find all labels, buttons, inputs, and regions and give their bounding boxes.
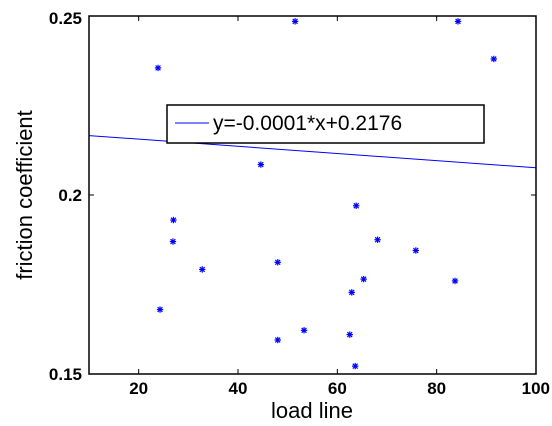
data-point <box>412 247 420 254</box>
x-axis-title: load line <box>271 398 353 423</box>
y-tick-label: 0.2 <box>58 186 82 205</box>
data-point <box>154 64 162 72</box>
data-point <box>300 327 308 334</box>
plot-area <box>89 16 536 374</box>
y-tick-label: 0.25 <box>49 9 82 28</box>
data-point <box>454 18 462 25</box>
data-point <box>374 236 381 243</box>
data-point <box>353 202 360 209</box>
scatter-points-layer <box>154 18 497 370</box>
axis-ticks-layer: 20 40 60 80 100 0.15 0.2 0.25 <box>49 9 550 398</box>
data-point <box>156 306 164 313</box>
legend-box <box>166 104 485 144</box>
data-point <box>170 216 177 224</box>
x-tick-label: 60 <box>328 379 347 398</box>
data-point <box>348 289 355 296</box>
x-tick-label: 40 <box>229 379 248 398</box>
data-point <box>291 18 299 25</box>
y-axis-title: friction coefficient <box>12 110 37 280</box>
x-tick-label: 80 <box>427 379 446 398</box>
data-point <box>490 55 497 63</box>
fit-line-layer <box>88 135 537 169</box>
fit-line <box>88 135 537 169</box>
data-point <box>199 266 206 273</box>
data-point <box>257 161 265 168</box>
data-point <box>346 331 353 338</box>
legend: y=-0.0001*x+0.2176 <box>166 104 485 144</box>
x-tick-label: 20 <box>129 379 148 398</box>
data-point <box>451 277 459 285</box>
x-tick-label: 100 <box>522 379 550 398</box>
data-point <box>274 259 281 266</box>
data-point <box>352 362 359 370</box>
data-point <box>169 238 177 245</box>
y-tick-label: 0.15 <box>49 365 82 384</box>
data-point <box>360 275 367 283</box>
data-point <box>274 336 281 344</box>
legend-label: y=-0.0001*x+0.2176 <box>213 112 402 135</box>
